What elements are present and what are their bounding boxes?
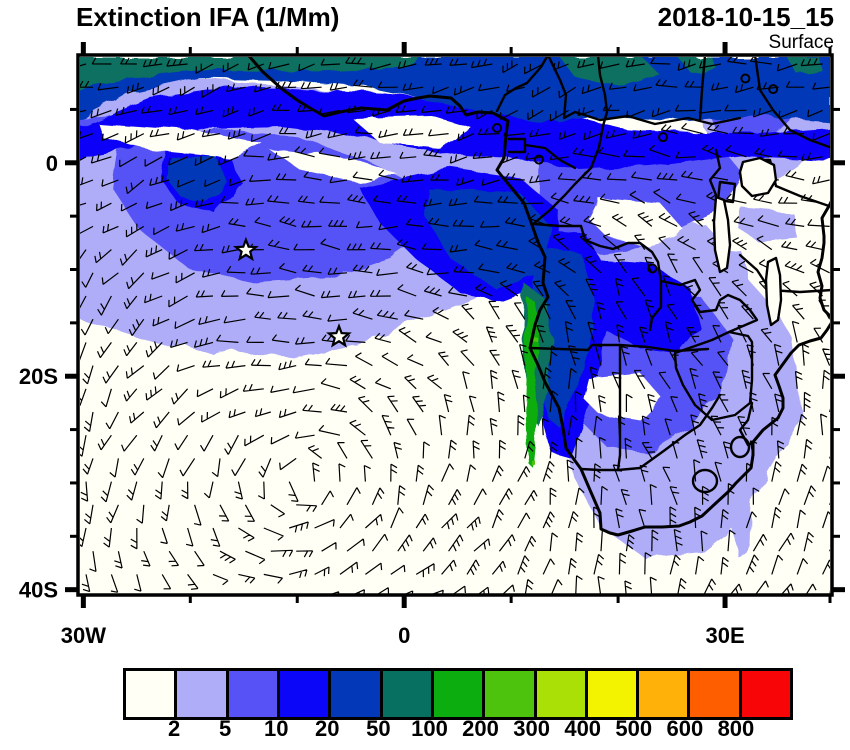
colorbar-level-label: 2 — [167, 716, 181, 741]
clear-region — [588, 198, 682, 248]
border-line — [659, 278, 759, 334]
border-line — [495, 57, 549, 113]
city-circle-marker — [740, 73, 751, 84]
border-swaziland — [729, 435, 751, 459]
colorbar-cell — [738, 671, 791, 717]
colorbar-cell — [328, 671, 380, 717]
shading-region — [166, 156, 228, 203]
shading-region — [560, 57, 660, 87]
colorbar-cell — [636, 671, 688, 717]
border-line — [532, 222, 663, 332]
star-marker — [326, 323, 352, 348]
city-circle-marker — [658, 132, 669, 143]
colorbar-level-label: 200 — [462, 716, 499, 741]
x-axis-label: 30E — [705, 623, 744, 648]
colorbar-level-label: 400 — [564, 716, 602, 741]
shading-region — [80, 57, 420, 89]
colorbar-cell — [225, 671, 277, 717]
colorbar-cell — [584, 671, 637, 717]
colorbar-cell — [379, 671, 431, 717]
plot-title: Extinction IFA (1/Mm) — [76, 2, 340, 32]
y-axis-label: 0 — [46, 151, 58, 176]
colorbar-level-label: 800 — [717, 716, 755, 741]
clear-region — [98, 123, 262, 158]
colorbar-level-label: 50 — [366, 716, 391, 741]
shading-region — [426, 188, 552, 288]
border-line — [579, 343, 622, 472]
shading-region — [678, 57, 716, 72]
city-circle-marker — [647, 263, 658, 274]
lake-victoria — [738, 156, 778, 198]
border-line — [616, 393, 722, 472]
clear-region — [352, 116, 472, 148]
shading-region — [738, 208, 798, 242]
island-bioko — [492, 123, 502, 133]
x-axis-label: 30W — [61, 623, 106, 648]
colorbar-cell — [174, 671, 226, 717]
border-line — [774, 184, 830, 208]
lake-malawi — [764, 256, 783, 327]
colorbar-cell — [482, 671, 534, 717]
colorbar — [123, 668, 793, 720]
city-circle-marker — [533, 154, 544, 165]
star-marker — [232, 236, 259, 262]
lake-tanganyika — [712, 195, 732, 274]
plot-datetime: 2018-10-15_15 — [657, 2, 834, 32]
border-line — [754, 57, 830, 149]
coastline-east-edge — [816, 200, 830, 319]
y-axis-label: 40S — [19, 578, 58, 603]
border-lesotho — [691, 468, 719, 494]
shading-region — [730, 468, 752, 556]
border-line — [716, 180, 737, 204]
colorbar-level-label: 500 — [615, 716, 653, 741]
border-line — [528, 343, 710, 353]
colorbar-cell — [276, 671, 329, 717]
colorbar-level-label: 5 — [219, 716, 232, 741]
map-frame — [76, 53, 834, 597]
geography-layer — [247, 57, 830, 537]
city-circle-marker — [768, 84, 779, 95]
shading-speck — [534, 338, 538, 342]
marker-layer — [232, 73, 779, 348]
lakes — [712, 156, 783, 327]
coastline-africa-west — [247, 57, 830, 537]
y-axis-label: 20S — [19, 364, 58, 389]
colorbar-level-label: 10 — [263, 716, 289, 741]
map-canvas: 30W 0 30E 0 20S 40S — [19, 42, 845, 648]
colorbar-labels: 2 5 10 20 50 100 200 300 400 500 600 800 — [123, 716, 787, 746]
plot-level-label: Surface — [768, 32, 834, 53]
border-line — [523, 143, 577, 170]
border-line — [698, 57, 707, 122]
clear-region — [268, 148, 397, 183]
border-line — [708, 148, 722, 197]
country-borders — [495, 57, 830, 494]
colorbar-level-label: 100 — [411, 716, 448, 741]
border-line — [530, 57, 609, 227]
colorbar-cell — [687, 671, 739, 717]
shading-speck — [531, 460, 535, 465]
colorbar-cell — [126, 671, 175, 717]
colorbar-cell — [430, 671, 483, 717]
colorbar-cell — [533, 671, 585, 717]
colorbar-level-label: 20 — [315, 716, 340, 741]
axis-layer: 30W 0 30E 0 20S 40S — [19, 42, 845, 648]
border-line — [547, 57, 742, 126]
colorbar-level-label: 600 — [666, 716, 704, 741]
colorbar-level-label: 300 — [513, 716, 550, 741]
x-axis-label: 0 — [398, 623, 410, 648]
